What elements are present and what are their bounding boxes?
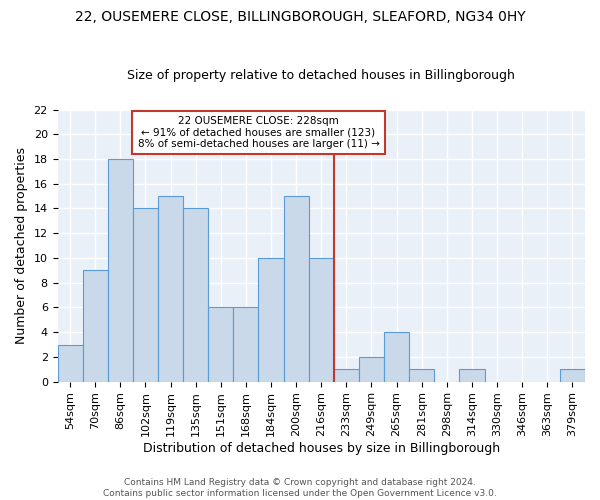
Y-axis label: Number of detached properties: Number of detached properties xyxy=(15,147,28,344)
Text: 22 OUSEMERE CLOSE: 228sqm
← 91% of detached houses are smaller (123)
8% of semi-: 22 OUSEMERE CLOSE: 228sqm ← 91% of detac… xyxy=(137,116,379,149)
Bar xyxy=(108,159,133,382)
Bar xyxy=(133,208,158,382)
Bar xyxy=(334,369,359,382)
Bar xyxy=(58,344,83,382)
Bar xyxy=(409,369,434,382)
Bar xyxy=(233,308,259,382)
Bar xyxy=(560,369,585,382)
Bar xyxy=(460,369,485,382)
Text: 22, OUSEMERE CLOSE, BILLINGBOROUGH, SLEAFORD, NG34 0HY: 22, OUSEMERE CLOSE, BILLINGBOROUGH, SLEA… xyxy=(74,10,526,24)
Bar xyxy=(83,270,108,382)
Title: Size of property relative to detached houses in Billingborough: Size of property relative to detached ho… xyxy=(127,69,515,82)
Bar xyxy=(183,208,208,382)
X-axis label: Distribution of detached houses by size in Billingborough: Distribution of detached houses by size … xyxy=(143,442,500,455)
Bar xyxy=(309,258,334,382)
Bar xyxy=(208,308,233,382)
Bar xyxy=(359,357,384,382)
Bar xyxy=(259,258,284,382)
Bar xyxy=(284,196,309,382)
Bar xyxy=(158,196,183,382)
Text: Contains HM Land Registry data © Crown copyright and database right 2024.
Contai: Contains HM Land Registry data © Crown c… xyxy=(103,478,497,498)
Bar xyxy=(384,332,409,382)
